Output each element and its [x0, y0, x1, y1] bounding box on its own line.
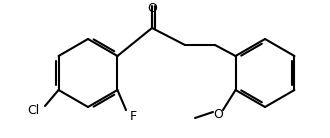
Text: O: O	[147, 2, 157, 14]
Text: Cl: Cl	[27, 104, 39, 116]
Text: O: O	[213, 108, 223, 121]
Text: F: F	[129, 109, 137, 123]
